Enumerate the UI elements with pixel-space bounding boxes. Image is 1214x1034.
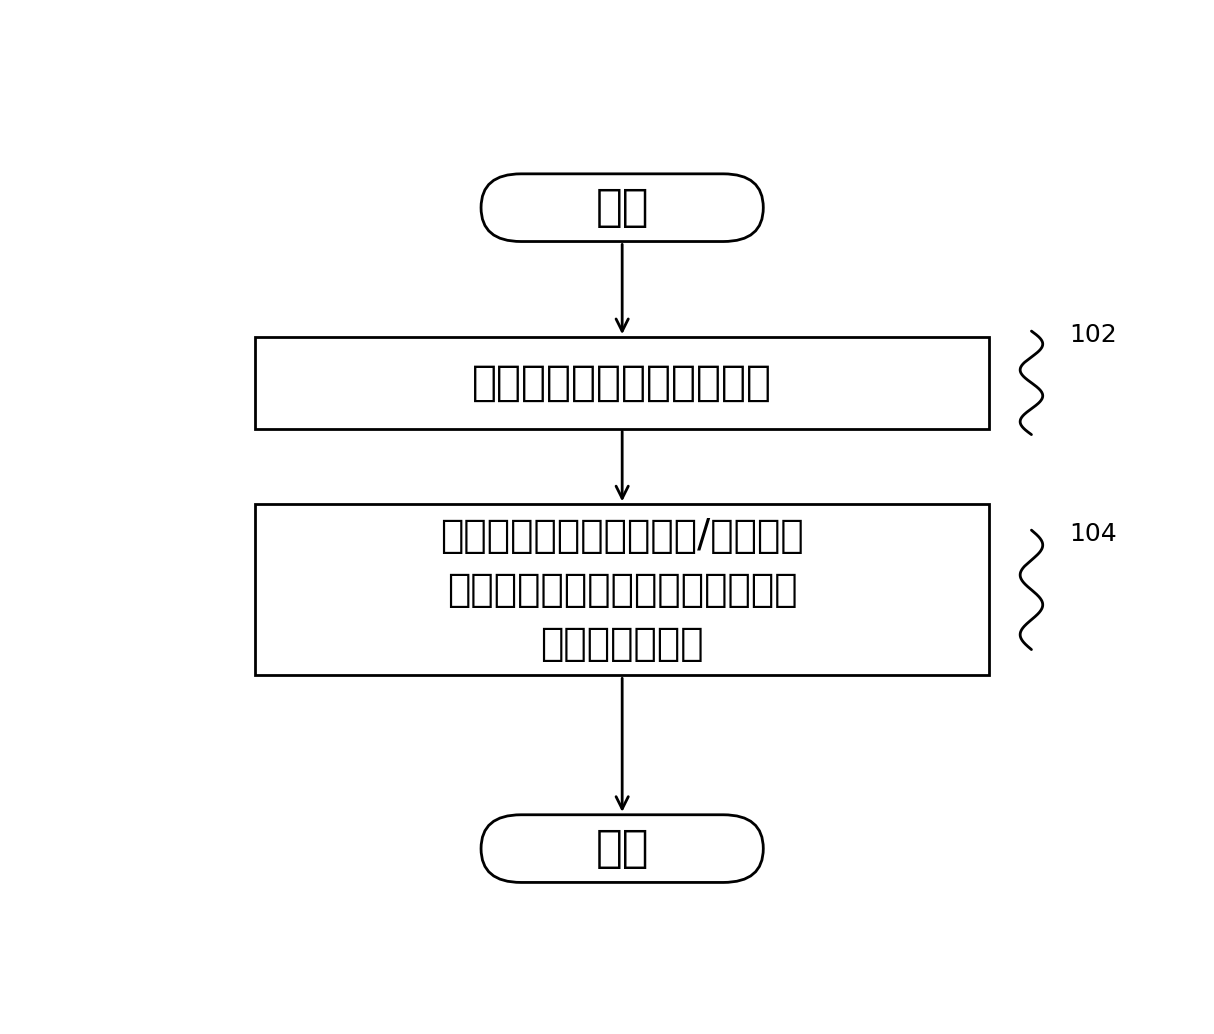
FancyBboxPatch shape	[481, 174, 764, 242]
Text: 检测空调器的当前环境参数: 检测空调器的当前环境参数	[472, 362, 772, 404]
Text: 流阀的实时开度: 流阀的实时开度	[540, 625, 704, 663]
FancyBboxPatch shape	[255, 337, 989, 429]
Text: 102: 102	[1070, 323, 1117, 347]
Text: 104: 104	[1070, 522, 1117, 546]
FancyBboxPatch shape	[481, 815, 764, 882]
Text: 结束: 结束	[595, 827, 649, 870]
Text: 根据所述当前环境参数和/或不同的: 根据所述当前环境参数和/或不同的	[441, 517, 804, 554]
FancyBboxPatch shape	[255, 505, 989, 675]
Text: 开始: 开始	[595, 186, 649, 230]
Text: 预设工况参数控制所述空调器的节: 预设工况参数控制所述空调器的节	[447, 571, 798, 609]
